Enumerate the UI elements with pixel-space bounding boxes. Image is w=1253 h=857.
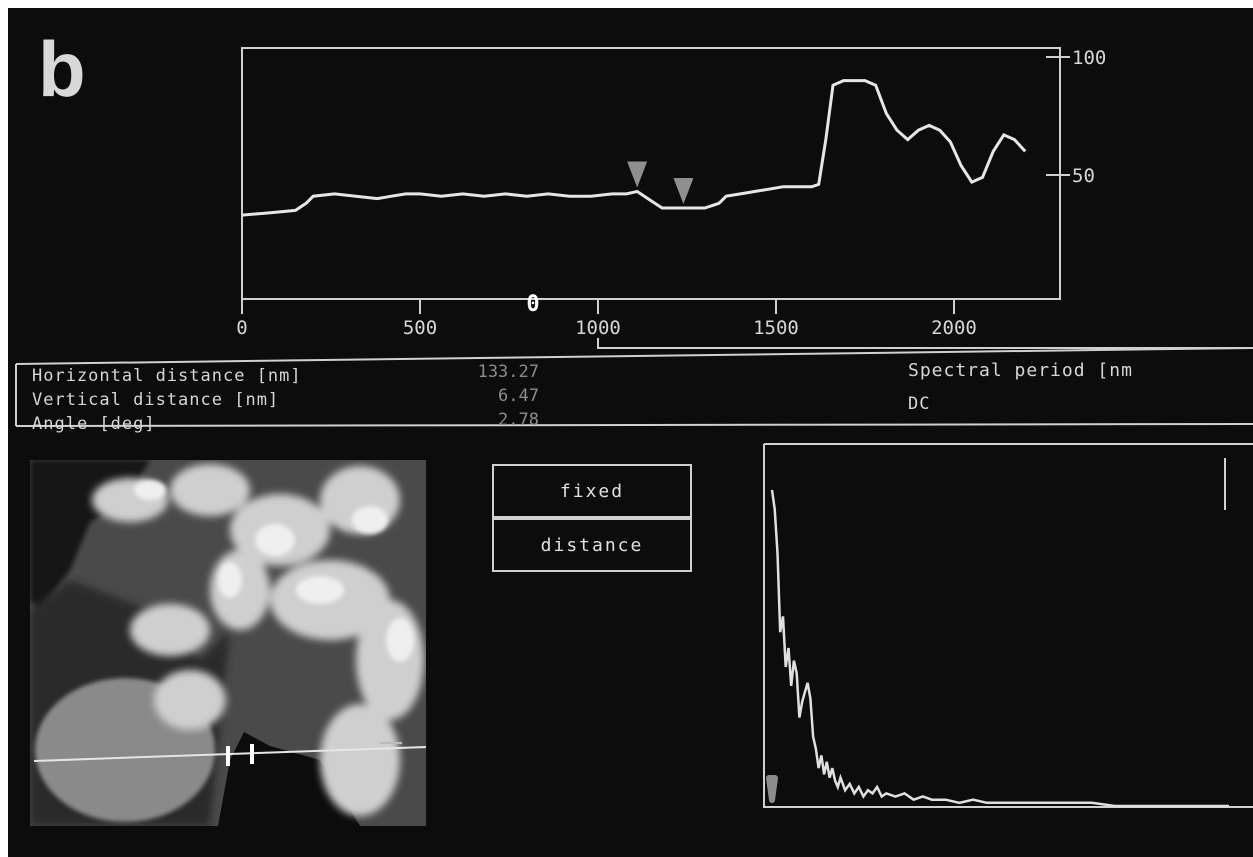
x-tick-500: 500	[403, 317, 437, 339]
readout-frame	[15, 338, 1253, 427]
angle-label: Angle [deg]	[32, 414, 156, 434]
spectral-period-label: Spectral period [nm	[908, 360, 1133, 381]
x-tick-0: 0	[236, 317, 247, 339]
fixed-button[interactable]: fixed	[492, 464, 692, 518]
afm-image-panel[interactable]	[30, 460, 426, 826]
horizontal-distance-value: 133.27	[477, 362, 539, 382]
profile-marker-1[interactable]	[627, 161, 648, 188]
y-tick-50: 50	[1072, 165, 1095, 187]
x-tick-1000: 1000	[575, 317, 621, 339]
profile-x-axis: 0 500 1000 1500 2000 0	[236, 292, 977, 339]
profile-plot-frame	[241, 47, 1061, 300]
cursor-zero-marker[interactable]: 0	[526, 292, 539, 317]
profile-y-axis: 100 50	[1046, 47, 1106, 187]
x-tick-1500: 1500	[753, 317, 799, 339]
vertical-distance-value: 6.47	[498, 386, 539, 406]
profile-series-line	[241, 79, 1027, 217]
angle-value: 2.78	[498, 410, 539, 430]
spectrum-series-line	[770, 489, 1229, 808]
distance-button[interactable]: distance	[492, 518, 692, 572]
afm-analysis-screen: b 100 50 0 500 1000 1500 2000 0	[8, 8, 1253, 857]
profile-marker-2[interactable]	[673, 178, 694, 205]
spectrum-chart	[763, 443, 1253, 808]
horizontal-distance-label: Horizontal distance [nm]	[32, 366, 302, 386]
vertical-distance-label: Vertical distance [nm]	[32, 390, 280, 410]
profile-markers[interactable]	[627, 161, 694, 205]
panel-label: b	[38, 25, 86, 113]
dc-label: DC	[908, 394, 931, 414]
height-profile-chart: 100 50 0 500 1000 1500 2000 0	[236, 47, 1106, 339]
y-tick-100: 100	[1072, 47, 1106, 69]
measurement-readout: Horizontal distance [nm] 133.27 Vertical…	[24, 360, 1253, 438]
x-tick-2000: 2000	[931, 317, 977, 339]
spectrum-cursor-marker[interactable]	[766, 775, 778, 803]
